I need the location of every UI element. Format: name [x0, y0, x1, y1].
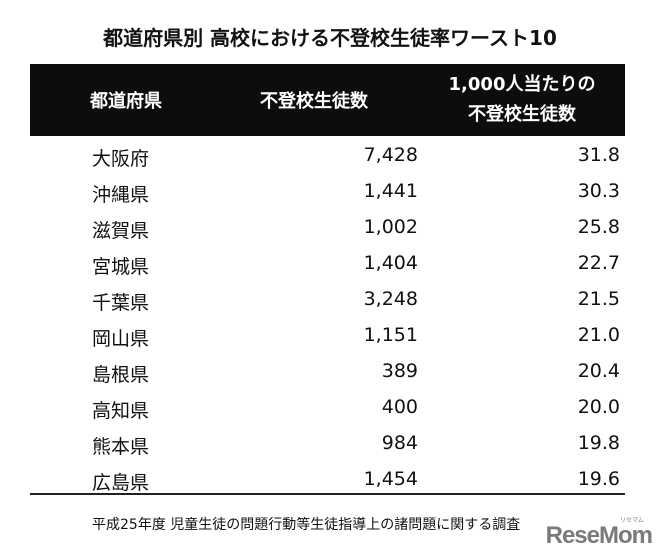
header-rate-line2: 不登校生徒数	[468, 104, 576, 125]
cell-count: 7,428	[363, 144, 418, 166]
cell-count: 1,404	[363, 252, 418, 274]
cell-prefecture: 岡山県	[92, 328, 150, 350]
cell-count: 400	[381, 396, 418, 418]
table-header: 都道府県 不登校生徒数 1,000人当たりの 不登校生徒数	[30, 64, 625, 136]
cell-count: 1,151	[363, 324, 418, 346]
cell-rate: 31.8	[577, 144, 620, 166]
table-row: 沖縄県 1,441 30.3	[30, 176, 625, 212]
table-row: 高知県 400 20.0	[30, 392, 625, 428]
table-row: 宮城県 1,404 22.7	[30, 248, 625, 284]
table-body: 大阪府 7,428 31.8 沖縄県 1,441 30.3 滋賀県 1,002 25.8 宮…	[30, 140, 625, 500]
cell-rate: 19.8	[577, 432, 620, 454]
cell-prefecture: 高知県	[92, 400, 150, 422]
cell-prefecture: 沖縄県	[92, 184, 150, 206]
cell-count: 1,454	[363, 468, 418, 490]
cell-count: 984	[381, 432, 418, 454]
cell-rate: 21.0	[577, 324, 620, 346]
cell-rate: 19.6	[577, 468, 620, 490]
header-count: 不登校生徒数	[260, 91, 368, 112]
cell-prefecture: 島根県	[92, 364, 150, 386]
cell-rate: 22.7	[577, 252, 620, 274]
watermark-small: リセマム	[619, 517, 644, 524]
source-note: 平成25年度 児童生徒の問題行動等生徒指導上の諸問題に関する調査	[92, 517, 521, 533]
cell-rate: 21.5	[577, 288, 620, 310]
cell-count: 1,441	[363, 180, 418, 202]
cell-count: 3,248	[363, 288, 418, 310]
table-row: 熊本県 984 19.8	[30, 428, 625, 464]
table-row: 大阪府 7,428 31.8	[30, 140, 625, 176]
cell-prefecture: 熊本県	[92, 436, 150, 458]
cell-rate: 25.8	[577, 216, 620, 238]
cell-rate: 30.3	[577, 180, 620, 202]
table-row: 広島県 1,454 19.6	[30, 464, 625, 500]
cell-prefecture: 宮城県	[92, 256, 150, 278]
cell-count: 389	[381, 360, 418, 382]
table-row: 千葉県 3,248 21.5	[30, 284, 625, 320]
page-title: 都道府県別 高校における不登校生徒率ワースト10	[103, 26, 557, 50]
cell-count: 1,002	[363, 216, 418, 238]
table-row: 島根県 389 20.4	[30, 356, 625, 392]
header-prefecture: 都道府県	[90, 91, 162, 112]
table-bottom-rule	[30, 493, 625, 495]
cell-rate: 20.4	[577, 360, 620, 382]
cell-prefecture: 広島県	[92, 472, 150, 494]
watermark-logo: ReseMom	[545, 522, 653, 549]
table-row: 滋賀県 1,002 25.8	[30, 212, 625, 248]
header-rate: 1,000人当たりの 不登校生徒数	[427, 70, 617, 130]
cell-prefecture: 千葉県	[92, 292, 150, 314]
table-row: 岡山県 1,151 21.0	[30, 320, 625, 356]
cell-prefecture: 大阪府	[92, 148, 150, 170]
cell-prefecture: 滋賀県	[92, 220, 150, 242]
cell-rate: 20.0	[577, 396, 620, 418]
header-rate-line1: 1,000人当たりの	[448, 74, 596, 95]
